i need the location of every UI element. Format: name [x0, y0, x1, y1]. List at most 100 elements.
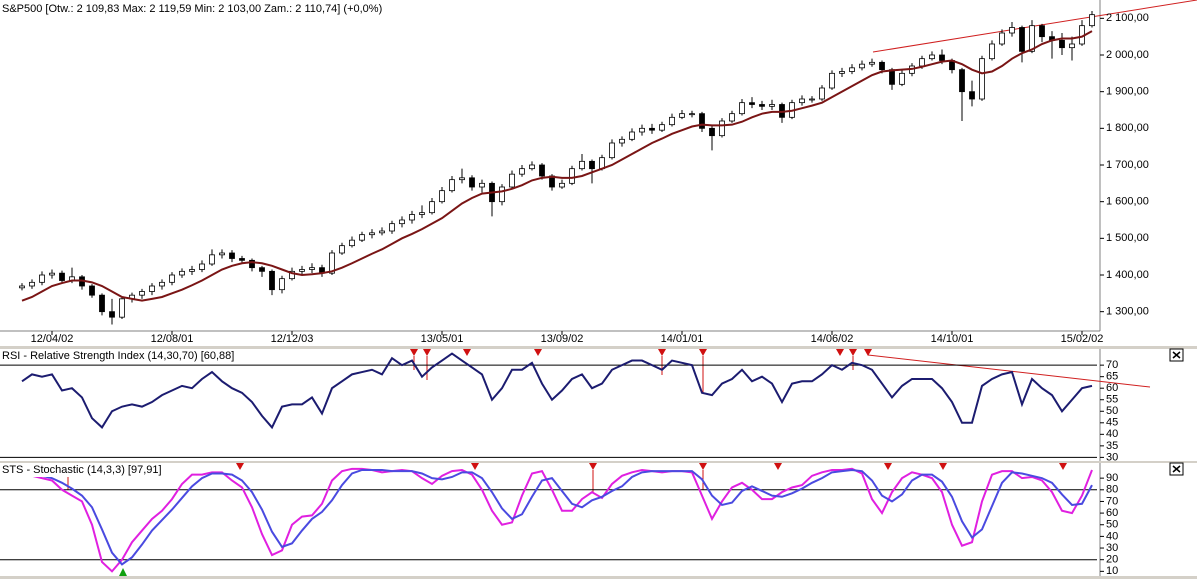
candle-body [639, 127, 645, 133]
candle-body [19, 285, 25, 289]
candle-body [619, 138, 625, 144]
candle-body [179, 270, 185, 276]
candle-body [709, 127, 715, 137]
candle-body [829, 72, 835, 89]
candle-body [1089, 14, 1095, 27]
candle-body [989, 43, 995, 60]
candle-body [219, 252, 225, 256]
candle-body [479, 182, 485, 188]
candle-body [399, 219, 405, 225]
signal [774, 463, 782, 470]
y-tick-label: 60 [1106, 382, 1118, 394]
y-tick-label: 2 000,00 [1106, 49, 1149, 61]
candle-body [239, 258, 245, 261]
candle-body [879, 61, 885, 71]
y-tick-label: 70 [1106, 495, 1118, 507]
x-tick-label: 15/02/02 [1061, 333, 1104, 345]
candle-body [1019, 27, 1025, 52]
candle-body [379, 230, 385, 234]
candle-body [899, 72, 905, 85]
candle-body [919, 58, 925, 67]
indicator-line [21, 468, 1093, 566]
candle-body [459, 177, 465, 181]
candle-body [1039, 25, 1045, 38]
candle-body [29, 281, 35, 287]
candle-body [689, 113, 695, 116]
candle-body [519, 168, 525, 175]
candle-body [189, 269, 195, 272]
candle-body [109, 311, 115, 318]
panel-separator [0, 461, 1197, 463]
candle-body [419, 212, 425, 215]
candle-body [749, 102, 755, 105]
title-background [0, 463, 164, 477]
candle-body [299, 269, 305, 272]
x-tick-label: 14/01/01 [661, 333, 704, 345]
close-button[interactable] [1169, 462, 1184, 476]
y-tick-label: 1 800,00 [1106, 122, 1149, 134]
panel-title: RSI - Relative Strength Index (14,30,70)… [2, 350, 234, 362]
y-tick-label: 50 [1106, 405, 1118, 417]
x-tick-label: 13/05/01 [421, 333, 464, 345]
candle-body [59, 272, 65, 281]
indicator-line [21, 352, 1093, 430]
candle-body [859, 63, 865, 69]
candle-body [839, 71, 845, 74]
candle-body [699, 113, 705, 129]
y-tick-label: 40 [1106, 530, 1118, 542]
candle-body [499, 186, 505, 203]
y-tick-label: 90 [1106, 472, 1118, 484]
x-tick-label: 12/12/03 [271, 333, 314, 345]
candle-body [559, 182, 565, 188]
candle-body [959, 69, 965, 93]
candle-body [359, 234, 365, 241]
candle-body [199, 263, 205, 270]
y-tick-label: 2 100,00 [1106, 12, 1149, 24]
y-tick-label: 55 [1106, 394, 1118, 406]
candle-body [249, 259, 255, 269]
sts-signals [64, 463, 1067, 470]
y-tick-label: 70 [1106, 359, 1118, 371]
y-tick-label: 60 [1106, 507, 1118, 519]
title-background [0, 2, 385, 16]
candle-body [439, 190, 445, 203]
signal [699, 463, 707, 470]
candle-body [769, 104, 775, 107]
candle-body [329, 252, 335, 274]
y-tick-label: 1 500,00 [1106, 232, 1149, 244]
title-background [0, 349, 237, 363]
close-button[interactable] [1169, 348, 1184, 362]
candle-body [1059, 39, 1065, 49]
candle-body [99, 294, 105, 313]
candle-body [409, 214, 415, 221]
candle-body [209, 254, 215, 265]
candle-body [799, 98, 805, 104]
candle-body [679, 113, 685, 118]
close-icon[interactable] [1172, 351, 1181, 359]
signal [534, 349, 542, 356]
candle-body [149, 285, 155, 292]
candle-body [869, 61, 875, 65]
panel-separator [0, 346, 1197, 349]
candle-body [1029, 25, 1035, 52]
candle-body [649, 127, 655, 131]
candle-body [369, 232, 375, 236]
signal [939, 463, 947, 470]
candle-body [349, 239, 355, 247]
signal [471, 463, 479, 470]
rsi-signals [410, 349, 872, 356]
panel-title: S&P500 [Otw.: 2 109,83 Max: 2 119,59 Min… [2, 3, 382, 15]
signal [589, 463, 597, 470]
candle-body [529, 164, 535, 170]
candle-body [539, 164, 545, 177]
x-tick-label: 12/08/01 [151, 333, 194, 345]
candle-body [229, 252, 235, 259]
y-tick-label: 45 [1106, 417, 1118, 429]
candle-body [569, 168, 575, 184]
candle-body [929, 54, 935, 60]
candle-body [429, 201, 435, 214]
panel-title: STS - Stochastic (14,3,3) [97,91] [2, 464, 162, 476]
candle-body [589, 160, 595, 170]
close-icon[interactable] [1172, 465, 1181, 473]
